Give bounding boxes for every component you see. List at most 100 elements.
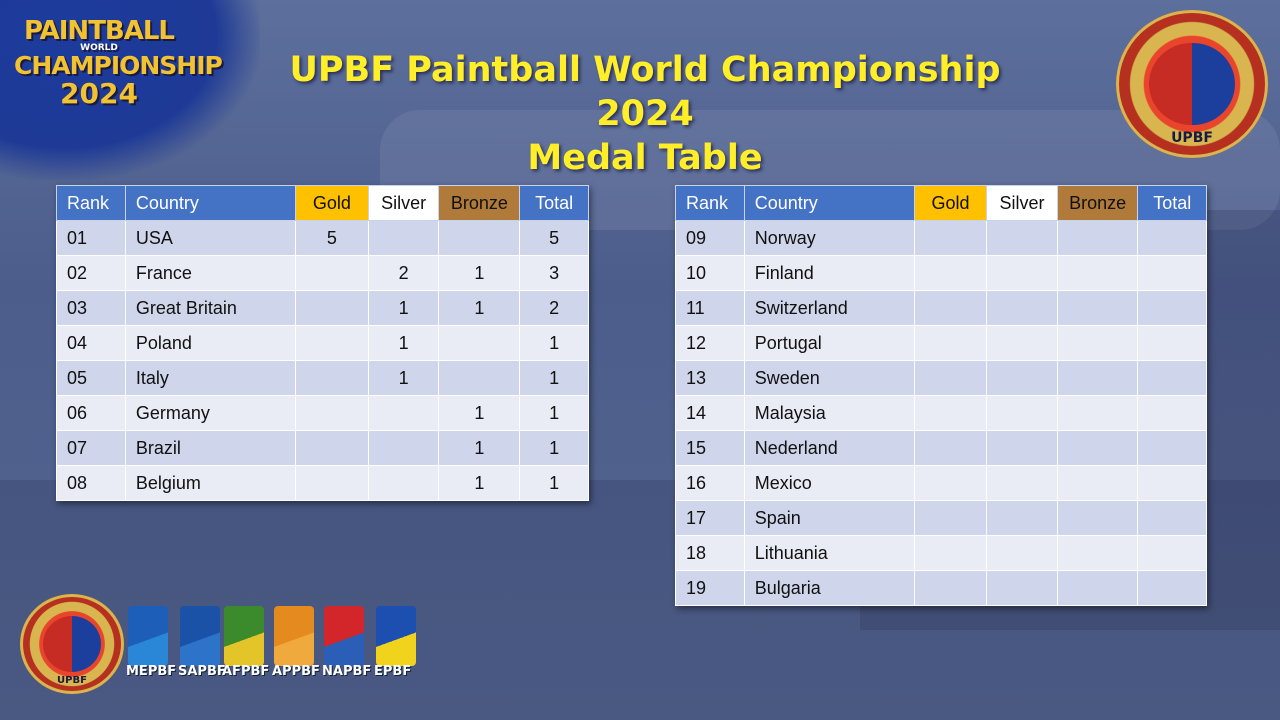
cell-total <box>1137 535 1207 571</box>
cell-country: Switzerland <box>743 290 915 326</box>
cell-rank: 11 <box>675 290 745 326</box>
table-row: 11 Switzerland <box>675 290 1207 326</box>
cell-rank: 07 <box>56 430 126 466</box>
cell-country: Bulgaria <box>743 570 915 606</box>
cell-total: 1 <box>519 465 589 501</box>
cell-total: 2 <box>519 290 589 326</box>
cell-bronze: 1 <box>438 465 521 501</box>
cell-total: 1 <box>519 360 589 396</box>
cell-gold <box>913 255 988 291</box>
federation-label: APPBF <box>272 664 320 679</box>
cell-bronze <box>1056 570 1139 606</box>
cell-silver <box>986 395 1058 431</box>
cell-silver: 2 <box>367 255 440 291</box>
cell-country: France <box>124 255 297 291</box>
logo-line3: CHAMPIONSHIP <box>14 51 223 80</box>
player-silhouette-icon <box>42 616 102 672</box>
cell-bronze <box>1056 535 1139 571</box>
header-country: Country <box>124 185 297 221</box>
cell-total <box>1137 395 1207 431</box>
badge-label: UPBF <box>1171 130 1213 147</box>
header-total: Total <box>519 185 589 221</box>
federation-label: MEPBF <box>126 664 177 679</box>
title-line2: Medal Table <box>527 138 763 178</box>
cell-total <box>1137 290 1207 326</box>
cell-country: Great Britain <box>124 290 297 326</box>
cell-total: 1 <box>519 430 589 466</box>
cell-silver <box>367 465 440 501</box>
cell-gold <box>913 395 988 431</box>
cell-bronze <box>438 360 521 396</box>
medal-table-left: Rank Country Gold Silver Bronze Total 01… <box>56 185 589 501</box>
cell-country: Poland <box>124 325 297 361</box>
cell-bronze: 1 <box>438 255 521 291</box>
cell-country: Norway <box>743 220 915 256</box>
cell-silver <box>986 220 1058 256</box>
cell-total <box>1137 570 1207 606</box>
cell-bronze: 1 <box>438 395 521 431</box>
cell-rank: 12 <box>675 325 745 361</box>
table-row: 09 Norway <box>675 220 1207 256</box>
upbf-badge-bottom-left: UPBF <box>20 594 124 694</box>
federation-logo-icon <box>376 606 416 666</box>
table-row: 14 Malaysia <box>675 395 1207 431</box>
cell-gold <box>295 465 369 501</box>
table-row: 01 USA 5 5 <box>56 220 589 256</box>
upbf-badge-top-right: UPBF <box>1116 10 1268 158</box>
table-row: 10 Finland <box>675 255 1207 291</box>
cell-bronze <box>1056 395 1139 431</box>
cell-gold <box>295 430 369 466</box>
cell-bronze <box>1056 500 1139 536</box>
federation-logo-icon <box>224 606 264 666</box>
cell-gold <box>295 325 369 361</box>
cell-silver: 1 <box>367 360 440 396</box>
table-row: 08 Belgium 1 1 <box>56 465 589 501</box>
cell-gold <box>913 325 988 361</box>
cell-total: 3 <box>519 255 589 291</box>
table-row: 02 France 2 1 3 <box>56 255 589 291</box>
table-row: 05 Italy 1 1 <box>56 360 589 396</box>
cell-gold <box>295 360 369 396</box>
cell-silver <box>986 570 1058 606</box>
cell-country: Germany <box>124 395 297 431</box>
cell-rank: 05 <box>56 360 126 396</box>
cell-rank: 17 <box>675 500 745 536</box>
table-row: 04 Poland 1 1 <box>56 325 589 361</box>
cell-country: Finland <box>743 255 915 291</box>
table-row: 03 Great Britain 1 1 2 <box>56 290 589 326</box>
cell-country: Malaysia <box>743 395 915 431</box>
cell-bronze <box>438 325 521 361</box>
header-bronze: Bronze <box>1056 185 1139 221</box>
header-country: Country <box>743 185 915 221</box>
header-rank: Rank <box>56 185 126 221</box>
cell-bronze <box>1056 290 1139 326</box>
cell-bronze <box>1056 220 1139 256</box>
cell-total <box>1137 220 1207 256</box>
page-title: UPBF Paintball World Championship 2024 M… <box>270 48 1020 180</box>
logo-line1: PAINTBALL <box>23 16 175 46</box>
cell-silver: 1 <box>367 290 440 326</box>
cell-total <box>1137 255 1207 291</box>
header-rank: Rank <box>675 185 745 221</box>
federation-logo-icon <box>324 606 364 666</box>
header-total: Total <box>1137 185 1207 221</box>
cell-bronze: 1 <box>438 290 521 326</box>
header-bronze: Bronze <box>438 185 521 221</box>
cell-gold <box>295 395 369 431</box>
federation-label: AFPBF <box>222 664 270 679</box>
federation-logo-icon <box>180 606 220 666</box>
table-header-row: Rank Country Gold Silver Bronze Total <box>56 185 589 221</box>
cell-silver <box>986 500 1058 536</box>
cell-rank: 09 <box>675 220 745 256</box>
cell-country: Nederland <box>743 430 915 466</box>
cell-silver <box>367 395 440 431</box>
medal-table-right: Rank Country Gold Silver Bronze Total 09… <box>675 185 1207 606</box>
table-row: 13 Sweden <box>675 360 1207 396</box>
badge-label: UPBF <box>57 675 87 686</box>
cell-total <box>1137 360 1207 396</box>
cell-total <box>1137 325 1207 361</box>
cell-country: Spain <box>743 500 915 536</box>
cell-rank: 18 <box>675 535 745 571</box>
cell-bronze <box>1056 465 1139 501</box>
federation-logo-icon <box>274 606 314 666</box>
